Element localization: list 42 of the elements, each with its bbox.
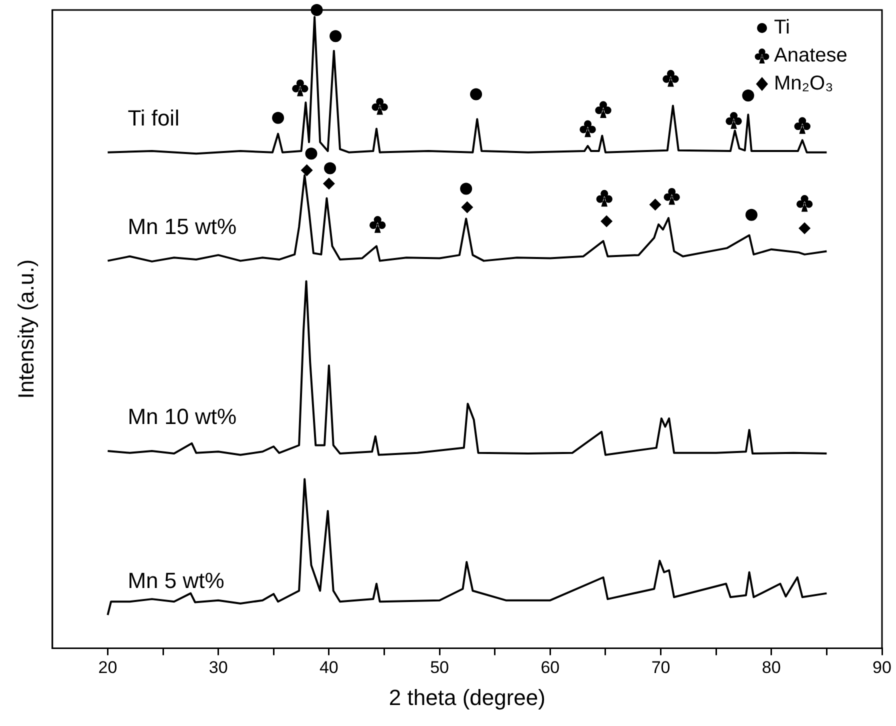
point bbox=[322, 178, 335, 190]
x-axis-title: 2 theta (degree) bbox=[388, 684, 546, 710]
point bbox=[292, 79, 308, 96]
x-tick-label: 40 bbox=[319, 658, 338, 678]
point bbox=[460, 182, 472, 195]
x-tick-label: 60 bbox=[540, 658, 560, 678]
legend-label: Anatese bbox=[774, 44, 848, 67]
point bbox=[798, 222, 811, 234]
x-tick-label: 70 bbox=[651, 658, 670, 678]
x-tick-label: 50 bbox=[430, 658, 450, 678]
point bbox=[745, 208, 758, 221]
x-tick-label: 20 bbox=[98, 658, 118, 678]
point bbox=[595, 101, 612, 118]
point bbox=[794, 117, 810, 134]
point bbox=[324, 162, 336, 174]
point bbox=[580, 120, 596, 138]
point bbox=[330, 30, 342, 42]
point bbox=[649, 198, 662, 211]
point bbox=[370, 216, 386, 233]
y-axis-title: Intensity (a.u.) bbox=[13, 259, 38, 399]
point bbox=[742, 90, 754, 102]
point bbox=[596, 190, 612, 207]
point bbox=[600, 215, 613, 228]
series-label: Mn 5 wt% bbox=[128, 568, 224, 594]
point bbox=[470, 88, 482, 100]
point bbox=[272, 112, 284, 124]
point bbox=[662, 70, 679, 87]
point bbox=[300, 164, 313, 176]
legend-label: Ti bbox=[774, 16, 790, 39]
series-label: Mn 10 wt% bbox=[128, 404, 237, 430]
point bbox=[461, 201, 474, 214]
point bbox=[372, 98, 388, 115]
legend-label: Mn₂O₃ bbox=[774, 72, 834, 95]
x-tick-label: 30 bbox=[208, 658, 228, 678]
point bbox=[726, 112, 742, 129]
point bbox=[305, 148, 318, 160]
x-tick-label: 90 bbox=[872, 658, 892, 678]
point bbox=[796, 194, 813, 212]
x-tick-label: 80 bbox=[762, 658, 781, 678]
point bbox=[664, 188, 680, 205]
series-label: Mn 15 wt% bbox=[128, 214, 237, 239]
series-label: Ti foil bbox=[128, 105, 180, 130]
